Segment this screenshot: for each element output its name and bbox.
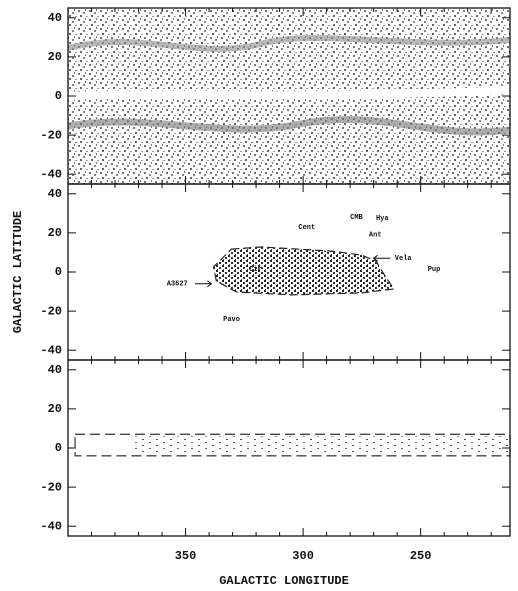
annotation: A3627: [167, 281, 188, 289]
density-texture: [67, 8, 511, 184]
annotation: Cent: [298, 224, 315, 232]
source-region: [212, 246, 395, 296]
y-tick-label: 20: [48, 226, 62, 240]
y-tick-label: -20: [40, 480, 62, 494]
y-tick-label: 0: [55, 441, 62, 455]
y-axis-label: GALACTIC LATITUDE: [11, 211, 25, 333]
annotation: CMB: [350, 214, 363, 222]
annotation: Hya: [376, 215, 389, 223]
y-tick-label: 20: [48, 402, 62, 416]
arrow: [194, 280, 213, 288]
annotation: Vela: [395, 255, 413, 263]
survey-box: [74, 433, 511, 457]
x-tick-label: 250: [410, 549, 432, 563]
y-tick-label: 40: [48, 363, 62, 377]
annotation: Pavo: [223, 316, 240, 324]
annotation: Ant: [369, 232, 382, 240]
annotation: Cir: [249, 266, 262, 274]
y-tick-label: 20: [48, 50, 62, 64]
y-tick-label: -40: [40, 519, 62, 533]
y-tick-label: -40: [40, 343, 62, 357]
y-tick-label: 40: [48, 11, 62, 25]
x-axis-label: GALACTIC LONGITUDE: [219, 574, 349, 588]
x-tick-label: 300: [292, 549, 314, 563]
y-tick-label: -20: [40, 304, 62, 318]
y-tick-label: -20: [40, 128, 62, 142]
x-tick-label: 350: [175, 549, 197, 563]
annotation: Pup: [428, 266, 441, 274]
y-tick-label: 0: [55, 265, 62, 279]
y-tick-label: 40: [48, 187, 62, 201]
y-tick-label: -40: [40, 167, 62, 181]
arrow: [372, 254, 391, 262]
survey-box-fill: [135, 436, 510, 454]
y-tick-label: 0: [55, 89, 62, 103]
